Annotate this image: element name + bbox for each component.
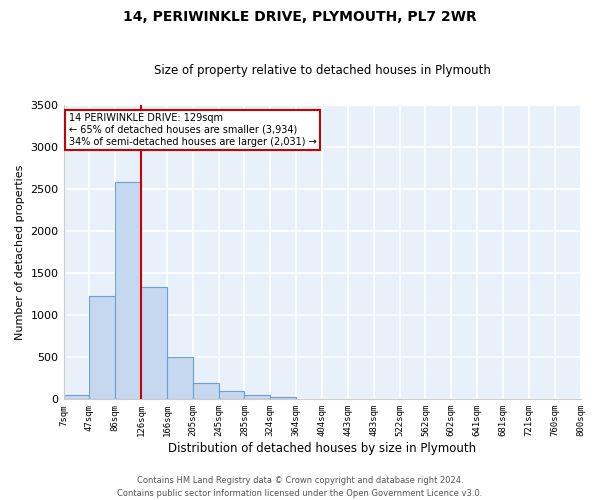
Bar [193,383,218,400]
Y-axis label: Number of detached properties: Number of detached properties [15,164,25,340]
Bar [244,395,271,400]
X-axis label: Distribution of detached houses by size in Plymouth: Distribution of detached houses by size … [168,442,476,455]
Bar [271,397,296,400]
Text: Contains HM Land Registry data © Crown copyright and database right 2024.
Contai: Contains HM Land Registry data © Crown c… [118,476,482,498]
Bar [64,394,89,400]
Bar [89,296,115,400]
Bar [167,357,193,400]
Text: 14 PERIWINKLE DRIVE: 129sqm
← 65% of detached houses are smaller (3,934)
34% of : 14 PERIWINKLE DRIVE: 129sqm ← 65% of det… [69,114,316,146]
Bar [218,391,244,400]
Bar [141,288,167,400]
Title: Size of property relative to detached houses in Plymouth: Size of property relative to detached ho… [154,64,490,77]
Bar [115,182,141,400]
Text: 14, PERIWINKLE DRIVE, PLYMOUTH, PL7 2WR: 14, PERIWINKLE DRIVE, PLYMOUTH, PL7 2WR [123,10,477,24]
